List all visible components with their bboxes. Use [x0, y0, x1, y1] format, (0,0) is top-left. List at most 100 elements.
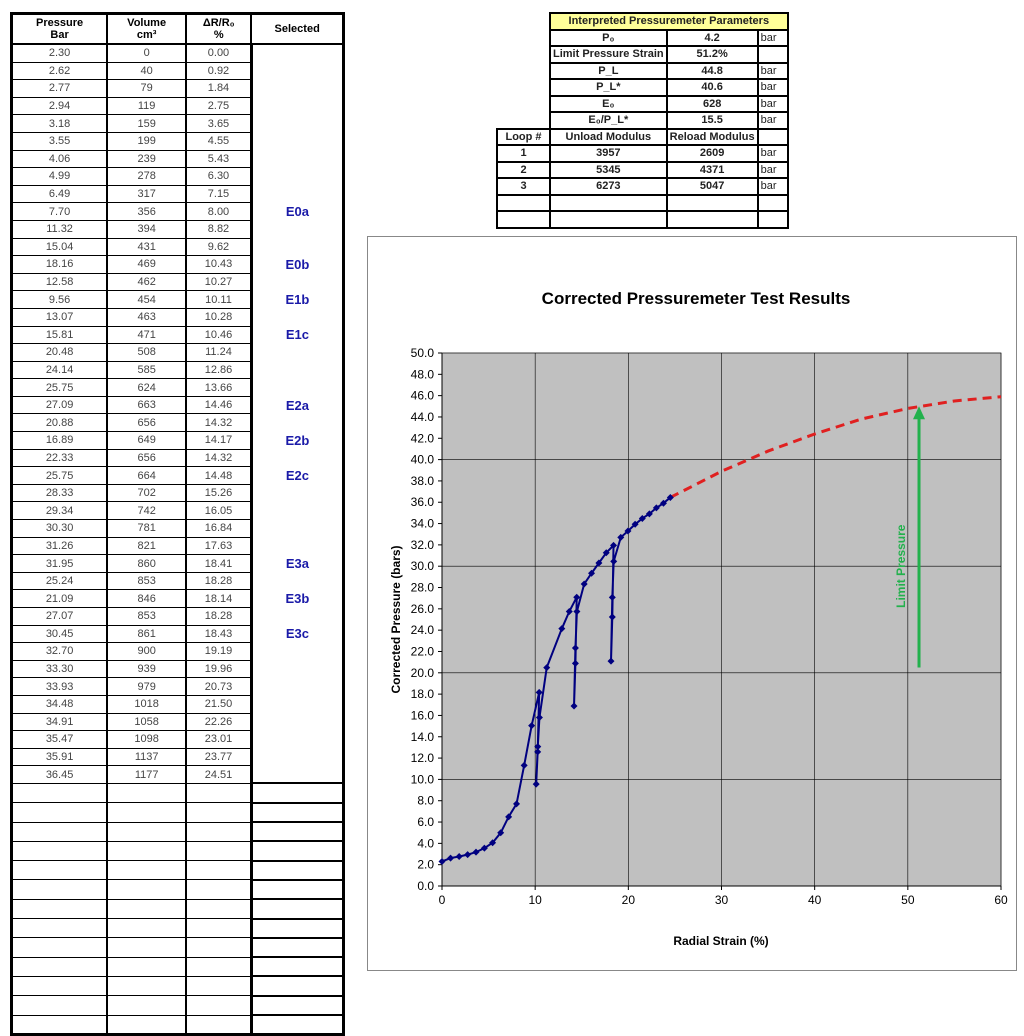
table-row: 11.32 394 8.82 — [10, 219, 345, 239]
data-cell: 36.45 — [10, 765, 109, 784]
data-cell: 29.34 — [10, 501, 109, 521]
data-point — [610, 541, 618, 549]
table-row: 30.30 781 16.84 — [10, 519, 345, 538]
data-point — [610, 557, 618, 565]
loop-unit: bar — [756, 160, 789, 179]
empty-cell — [249, 956, 345, 978]
empty-cell — [10, 1014, 109, 1036]
param-label: P_L — [549, 61, 668, 80]
table-row: 9.56 454 10.11 E1b — [10, 290, 345, 309]
selected-cell — [249, 413, 345, 432]
empty-cell — [106, 860, 188, 881]
table-row: 4.06 239 5.43 — [10, 149, 345, 169]
data-point — [595, 559, 603, 567]
empty-cell — [665, 210, 759, 229]
data-cell: 10.46 — [185, 325, 253, 345]
selected-cell: E2a — [249, 396, 345, 414]
header-line: cm³ — [136, 29, 157, 41]
table-row: 16.89 649 14.17 E2b — [10, 431, 345, 450]
selected-cell — [249, 660, 345, 678]
data-point — [438, 857, 446, 865]
data-cell: 1018 — [106, 694, 188, 714]
selected-cell — [249, 537, 345, 555]
loop-row: 3 6273 5047 bar — [496, 177, 789, 196]
param-unit: bar — [756, 111, 789, 130]
param-value: 40.6 — [665, 78, 759, 97]
table-row: 28.33 702 15.26 — [10, 483, 345, 503]
empty-cell — [756, 193, 789, 212]
table-row: 18.16 469 10.43 E0b — [10, 255, 345, 274]
selected-cell — [249, 62, 345, 80]
data-point — [571, 644, 579, 652]
data-point — [447, 854, 455, 862]
data-cell: 14.32 — [185, 448, 253, 468]
data-point — [535, 688, 543, 696]
empty-cell — [106, 937, 188, 958]
data-cell: 2.62 — [10, 61, 109, 81]
selected-cell: E0b — [249, 255, 345, 274]
empty-cell — [249, 936, 345, 959]
data-point — [573, 593, 581, 601]
table-row: 34.48 1018 21.50 — [10, 694, 345, 714]
selected-cell — [249, 220, 345, 239]
y-axis-label: Corrected Pressure (bars) — [389, 545, 403, 693]
data-cell: 13.66 — [185, 378, 253, 397]
data-cell: 15.04 — [10, 237, 109, 257]
selected-cell — [249, 695, 345, 714]
loop-loop: 2 — [496, 160, 551, 179]
param-value: 15.5 — [665, 111, 759, 130]
table-row: 32.70 900 19.19 — [10, 642, 345, 661]
data-point — [543, 664, 551, 672]
y-tick-label: 32.0 — [411, 538, 435, 552]
selected-cell — [249, 238, 345, 256]
table-row: 12.58 462 10.27 — [10, 272, 345, 292]
selected-cell — [249, 449, 345, 467]
table-row: 22.33 656 14.32 — [10, 448, 345, 468]
table-row: 24.14 585 12.86 — [10, 360, 345, 380]
table-row: 33.93 979 20.73 — [10, 677, 345, 696]
chart-container: 0 10 20 30 40 50 60 0.0 2.0 4.0 6.0 8.0 10.0 12.0 14.0… — [367, 236, 1017, 971]
data-cell: 21.50 — [185, 694, 253, 714]
data-cell: 119 — [106, 96, 188, 116]
selected-cell — [249, 748, 345, 766]
spacer — [497, 63, 550, 80]
data-cell: 939 — [106, 659, 188, 679]
y-tick-label: 24.0 — [411, 623, 435, 637]
data-cell: 2.94 — [10, 96, 109, 116]
data-cell: 649 — [106, 431, 188, 450]
data-cell: 21.09 — [10, 589, 109, 608]
y-tick-label: 40.0 — [411, 453, 435, 467]
data-cell: 846 — [106, 589, 188, 608]
data-cell: 821 — [106, 536, 188, 556]
data-cell: 34.91 — [10, 712, 109, 732]
loop-loop: 1 — [496, 144, 551, 163]
y-tick-label: 26.0 — [411, 602, 435, 616]
interpreted-parameters-table: Interpreted Pressuremeter Parameters P₀ 4.… — [496, 12, 789, 229]
empty-cell — [106, 898, 188, 920]
data-cell: 32.70 — [10, 642, 109, 661]
pressuremeter-chart: 0 10 20 30 40 50 60 0.0 2.0 4.0 6.0 8.0 10.0 12.0 14.0… — [389, 289, 1008, 948]
data-point — [513, 800, 521, 808]
empty-cell — [106, 782, 188, 804]
data-cell: 14.32 — [185, 413, 253, 433]
data-point — [505, 813, 513, 821]
spacer — [497, 46, 550, 63]
selected-cell — [249, 765, 345, 784]
data-point — [455, 852, 463, 860]
empty-cell — [249, 975, 345, 997]
data-cell: 27.09 — [10, 395, 109, 415]
empty-row — [10, 975, 345, 997]
table-row: 2.62 40 0.92 — [10, 61, 345, 81]
table-row: 6.49 317 7.15 — [10, 184, 345, 204]
data-point — [565, 608, 573, 616]
data-cell: 24.14 — [10, 360, 109, 380]
empty-row — [10, 956, 345, 978]
column-header: Selected — [250, 12, 345, 45]
data-point — [497, 829, 505, 837]
pressure-data-table: Pressure Bar Volume cm³ ΔR/R₀% Selected 2.30 0… — [10, 12, 345, 1036]
data-cell: 656 — [106, 413, 188, 433]
data-point — [571, 659, 579, 667]
extrapolated-curve — [669, 395, 1002, 499]
data-cell: 19.96 — [185, 659, 253, 679]
data-cell: 20.88 — [10, 413, 109, 433]
